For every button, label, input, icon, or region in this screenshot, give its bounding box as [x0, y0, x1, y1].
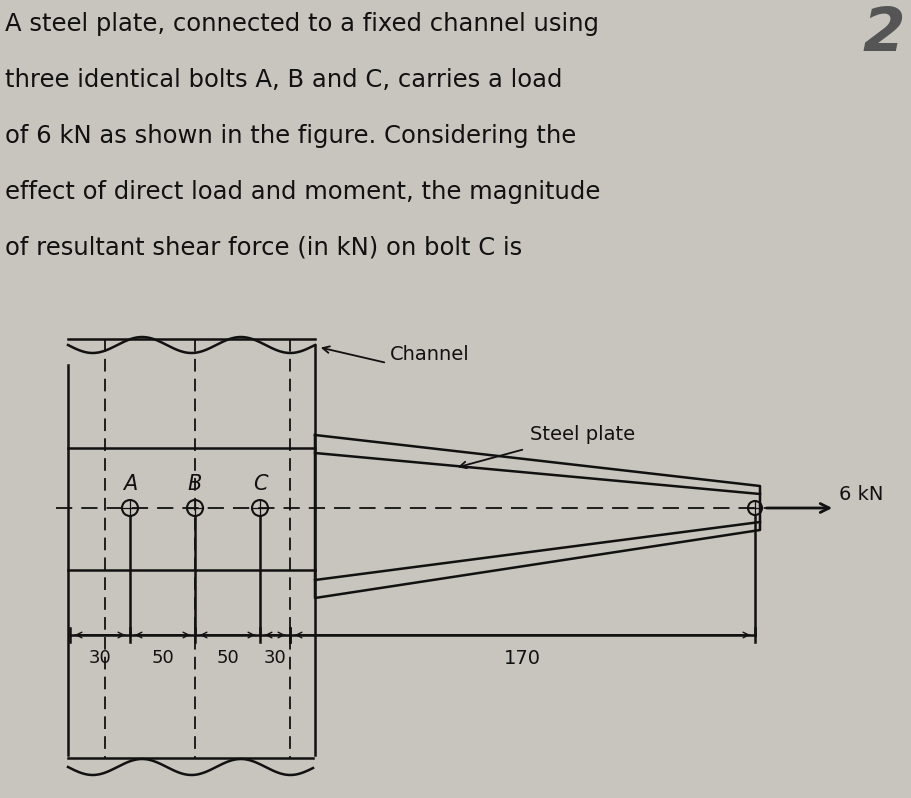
Text: Steel plate: Steel plate: [529, 425, 634, 444]
Text: three identical bolts A, B and C, carries a load: three identical bolts A, B and C, carrie…: [5, 68, 562, 92]
Text: effect of direct load and moment, the magnitude: effect of direct load and moment, the ma…: [5, 180, 599, 204]
Text: A: A: [123, 474, 137, 494]
Text: 170: 170: [504, 649, 540, 668]
Text: of 6 kN as shown in the figure. Considering the: of 6 kN as shown in the figure. Consider…: [5, 124, 576, 148]
Text: A steel plate, connected to a fixed channel using: A steel plate, connected to a fixed chan…: [5, 12, 599, 36]
Text: of resultant shear force (in kN) on bolt C is: of resultant shear force (in kN) on bolt…: [5, 236, 522, 260]
Text: 30: 30: [263, 649, 286, 667]
Text: 6 kN: 6 kN: [838, 485, 883, 504]
Text: 50: 50: [151, 649, 174, 667]
Text: Channel: Channel: [390, 346, 469, 365]
Text: 50: 50: [216, 649, 239, 667]
Text: 2: 2: [862, 5, 904, 64]
Text: B: B: [188, 474, 202, 494]
Text: 30: 30: [88, 649, 111, 667]
Text: C: C: [252, 474, 267, 494]
